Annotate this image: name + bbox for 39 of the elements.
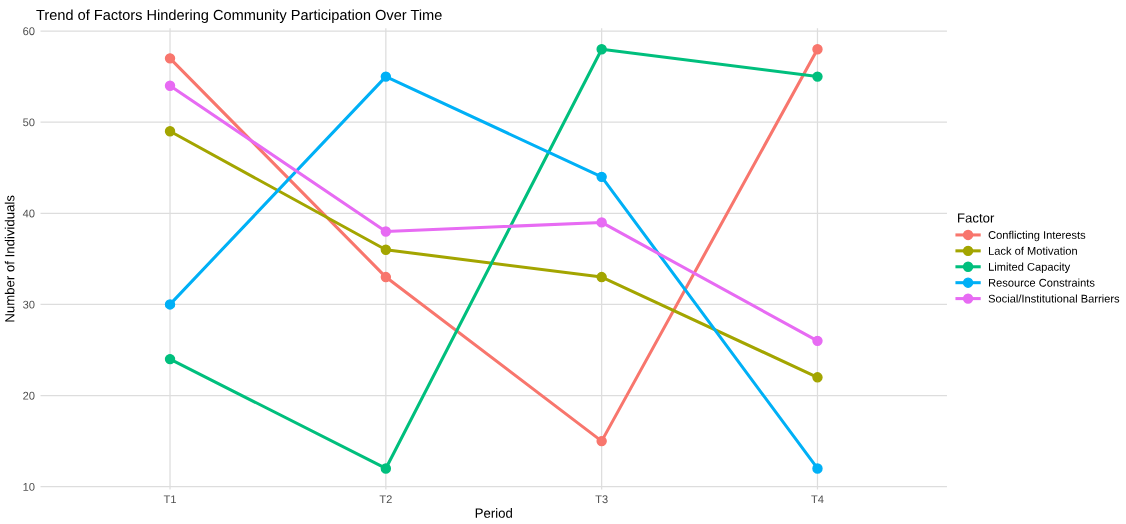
point — [164, 53, 176, 64]
legend-title: Factor — [958, 213, 995, 223]
y-tick-label: 30 — [23, 300, 35, 309]
x-tick-label: T1 — [163, 495, 176, 504]
point — [380, 71, 392, 82]
point — [812, 44, 823, 55]
point — [812, 71, 823, 82]
point — [380, 271, 392, 283]
y-tick-label: 10 — [23, 482, 35, 491]
legend-label: Conflicting Interests — [988, 230, 1086, 242]
legend-label: Resource Constraints — [988, 278, 1095, 287]
y-tick-label: 20 — [23, 391, 35, 400]
legend-label: Social/Institutional Barriers — [988, 294, 1120, 303]
point — [812, 372, 823, 383]
point — [596, 217, 607, 228]
x-tick-label: T2 — [379, 495, 392, 504]
legend-label: Lack of Motivation — [988, 246, 1077, 255]
point — [380, 244, 392, 255]
x-axis-title: Period — [475, 508, 512, 518]
legend-label: Limited Capacity — [988, 262, 1071, 273]
point — [164, 299, 176, 310]
point — [596, 271, 607, 283]
point — [812, 335, 823, 347]
point — [812, 463, 823, 474]
y-tick-label: 50 — [23, 118, 35, 127]
point — [380, 226, 392, 237]
point — [380, 463, 392, 474]
point — [596, 171, 607, 183]
y-tick-label: 60 — [23, 27, 35, 36]
point — [164, 80, 176, 91]
y-axis-title: Number of Individuals — [4, 195, 15, 322]
point — [596, 435, 607, 447]
x-tick-label: T3 — [595, 495, 608, 504]
point — [164, 353, 176, 365]
point — [164, 126, 176, 137]
x-tick-label: T4 — [811, 495, 824, 504]
y-tick-label: 40 — [22, 209, 35, 218]
chart-title: Trend of Factors Hindering Community Participation Over Time — [36, 9, 442, 23]
point — [596, 44, 607, 55]
